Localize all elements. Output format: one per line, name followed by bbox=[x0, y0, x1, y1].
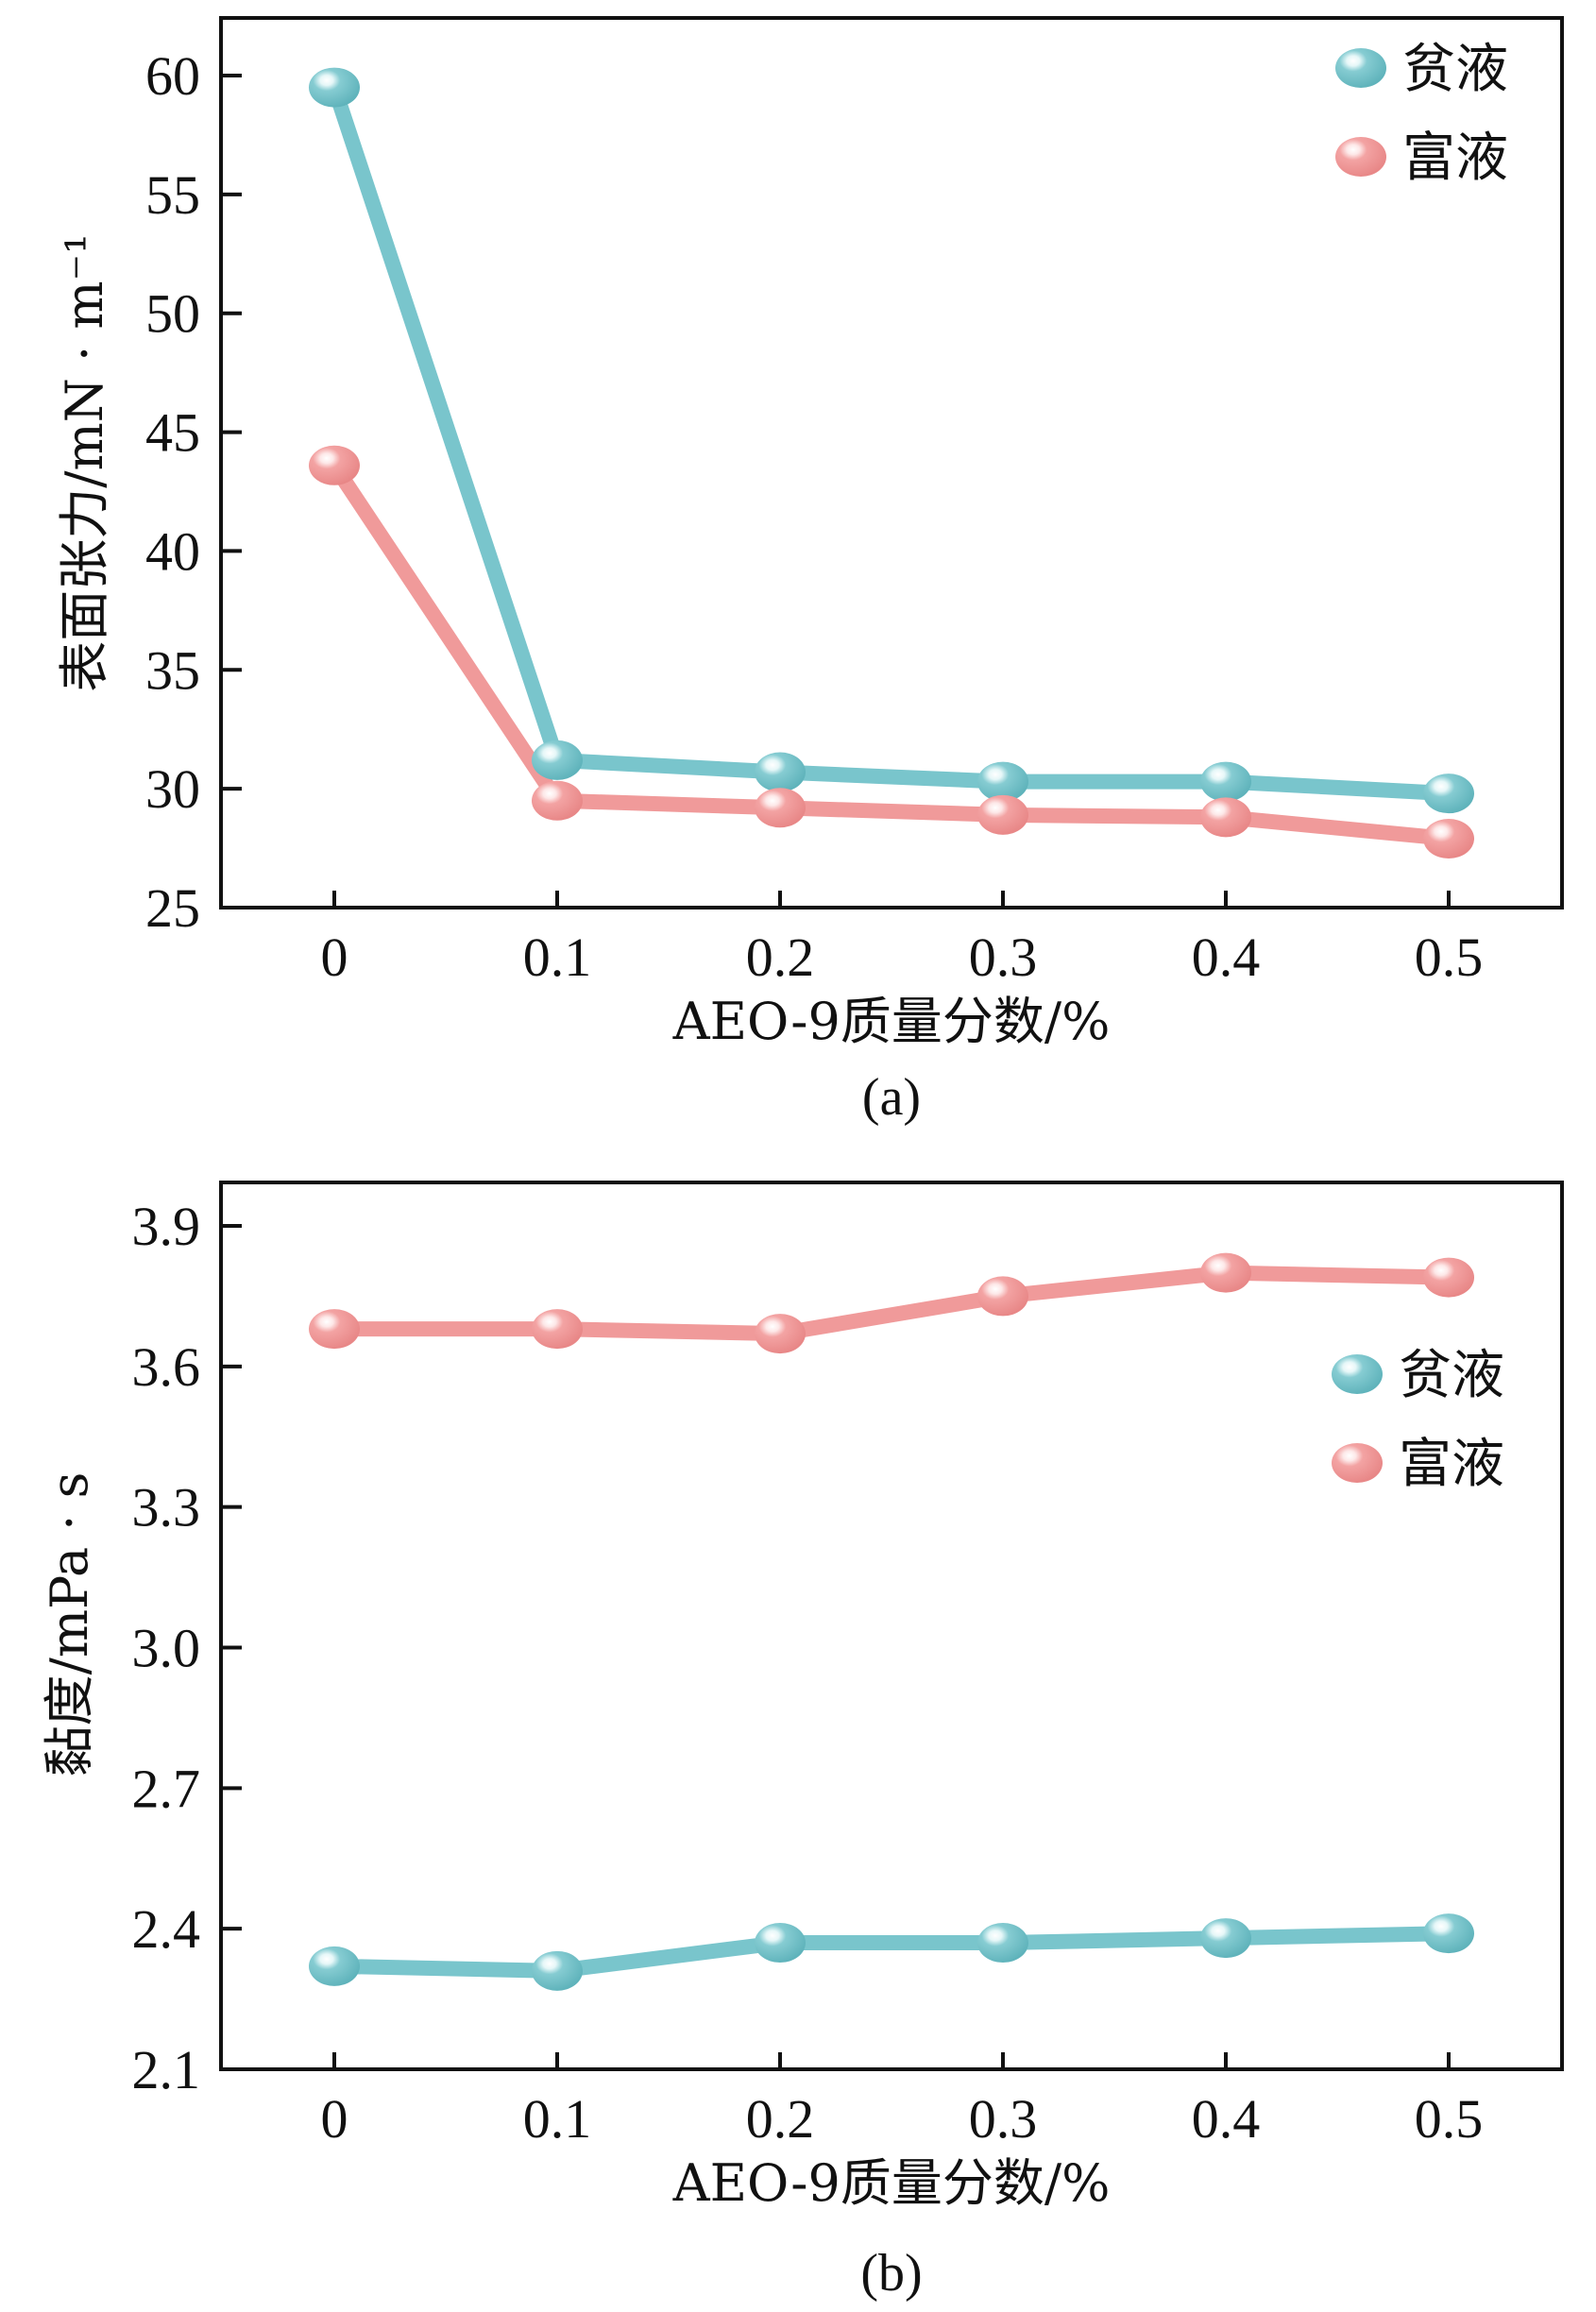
series-markers bbox=[309, 1252, 1474, 1991]
legend-label: 贫液 bbox=[1399, 1345, 1504, 1406]
series-lines bbox=[327, 79, 1456, 847]
data-point-rich bbox=[977, 794, 1028, 835]
x-axis: 0 0.1 0.2 0.3 0.4 0.5 bbox=[321, 891, 1484, 988]
data-point-rich bbox=[532, 1309, 583, 1350]
x-tick-label: 0.2 bbox=[746, 926, 815, 988]
y-tick-label: 35 bbox=[145, 639, 200, 701]
data-point-lean bbox=[1423, 774, 1474, 814]
data-point-lean bbox=[309, 1946, 360, 1986]
legend-marker-icon bbox=[1335, 48, 1386, 88]
data-point-lean bbox=[755, 752, 806, 792]
y-tick-label: 3.9 bbox=[132, 1196, 201, 1257]
data-point-lean bbox=[1200, 1918, 1251, 1959]
y-tick-label: 2.4 bbox=[132, 1898, 201, 1960]
x-tick-label: 0.3 bbox=[969, 926, 1038, 988]
y-tick-label: 45 bbox=[145, 402, 200, 464]
data-point-rich bbox=[309, 445, 360, 485]
x-tick-label: 0.1 bbox=[523, 2088, 592, 2150]
data-point-rich bbox=[309, 1309, 360, 1350]
x-axis-title: AEO-9质量分数/% bbox=[672, 992, 1111, 1051]
legend-label: 富液 bbox=[1402, 128, 1508, 189]
y-axis: 25 30 35 40 45 50 55 60 bbox=[145, 45, 242, 939]
data-point-rich bbox=[755, 1314, 806, 1354]
x-tick-label: 0.4 bbox=[1192, 926, 1261, 988]
data-point-lean bbox=[1423, 1913, 1474, 1954]
x-tick-label: 0.4 bbox=[1192, 2088, 1261, 2150]
series-markers bbox=[309, 67, 1474, 859]
data-point-lean bbox=[1200, 761, 1251, 802]
data-point-lean bbox=[309, 67, 360, 108]
panel-label: (b) bbox=[860, 2244, 922, 2303]
data-point-rich bbox=[1423, 1257, 1474, 1298]
x-tick-label: 0 bbox=[321, 2088, 348, 2150]
data-point-lean bbox=[532, 1950, 583, 1991]
data-point-rich bbox=[1200, 797, 1251, 838]
chart-panel-b: 2.1 2.4 2.7 3.0 3.3 3.6 3.9 0 0.1 0.2 0.3 0.4 0.5 贫… bbox=[40, 1181, 1564, 2303]
series-line-lean bbox=[327, 1926, 1456, 1979]
y-tick-label: 60 bbox=[145, 45, 200, 107]
series-line-rich bbox=[327, 1265, 1456, 1342]
plot-frame bbox=[219, 1181, 1564, 2071]
y-tick-label: 3.3 bbox=[132, 1477, 201, 1538]
y-tick-label: 2.1 bbox=[132, 2039, 201, 2100]
y-axis-title: 表面张力/mN · m⁻¹ bbox=[55, 233, 114, 692]
y-tick-label: 30 bbox=[145, 758, 200, 820]
plot-frame bbox=[219, 16, 1564, 910]
legend-marker-icon bbox=[1335, 137, 1386, 177]
y-tick-label: 55 bbox=[145, 164, 200, 226]
x-tick-label: 0.2 bbox=[746, 2088, 815, 2150]
data-point-rich bbox=[532, 780, 583, 821]
data-point-lean bbox=[977, 761, 1028, 802]
series-line-lean bbox=[327, 79, 1456, 802]
panel-label: (a) bbox=[862, 1068, 921, 1127]
x-tick-label: 0.5 bbox=[1415, 2088, 1484, 2150]
legend-label: 富液 bbox=[1399, 1434, 1504, 1495]
x-axis: 0 0.1 0.2 0.3 0.4 0.5 bbox=[321, 2052, 1484, 2150]
x-tick-label: 0.5 bbox=[1415, 926, 1484, 988]
y-tick-label: 25 bbox=[145, 877, 200, 939]
legend-marker-icon bbox=[1332, 1443, 1383, 1483]
x-tick-label: 0.3 bbox=[969, 2088, 1038, 2150]
series-line-rich bbox=[327, 457, 1456, 847]
y-tick-label: 2.7 bbox=[132, 1758, 201, 1819]
legend-label: 贫液 bbox=[1402, 39, 1508, 100]
legend-marker-icon bbox=[1332, 1354, 1383, 1394]
data-point-lean bbox=[532, 740, 583, 780]
x-tick-label: 0 bbox=[321, 926, 348, 988]
y-axis: 2.1 2.4 2.7 3.0 3.3 3.6 3.9 bbox=[132, 1196, 242, 2100]
series-lines bbox=[327, 1265, 1456, 1979]
y-axis-title: 黏度/mPa · s bbox=[40, 1472, 99, 1777]
y-tick-label: 40 bbox=[145, 520, 200, 582]
data-point-rich bbox=[1423, 819, 1474, 859]
x-tick-label: 0.1 bbox=[523, 926, 592, 988]
data-point-lean bbox=[755, 1923, 806, 1964]
data-point-rich bbox=[1200, 1252, 1251, 1293]
data-point-lean bbox=[977, 1923, 1028, 1964]
y-tick-label: 3.0 bbox=[132, 1618, 201, 1679]
y-tick-label: 50 bbox=[145, 283, 200, 345]
x-axis-title: AEO-9质量分数/% bbox=[672, 2153, 1111, 2213]
y-tick-label: 3.6 bbox=[132, 1336, 201, 1398]
data-point-rich bbox=[977, 1276, 1028, 1317]
data-point-rich bbox=[755, 788, 806, 828]
